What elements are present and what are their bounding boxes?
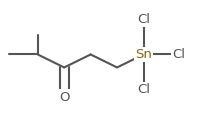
Text: Cl: Cl [137,13,150,26]
Text: Cl: Cl [172,48,185,61]
Text: Cl: Cl [137,83,150,96]
Text: O: O [59,91,69,104]
Text: Sn: Sn [135,48,152,61]
